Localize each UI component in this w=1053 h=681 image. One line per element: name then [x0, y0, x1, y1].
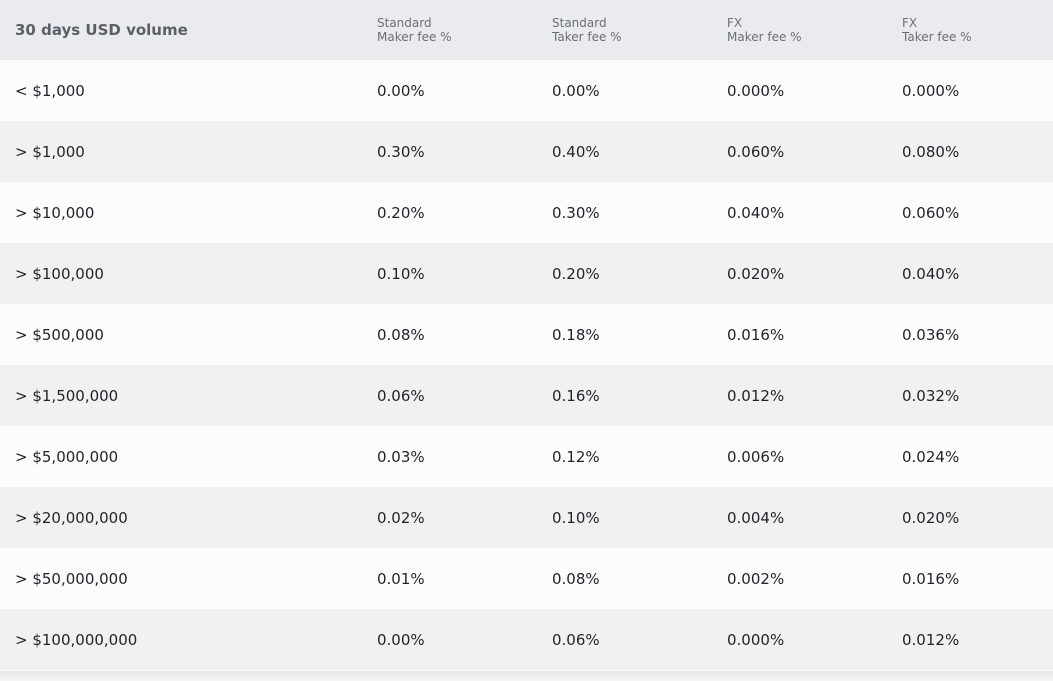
header-volume-label: 30 days USD volume: [15, 21, 188, 39]
standard-taker-cell: 0.10%: [552, 508, 600, 527]
table-row: > $100,000 0.10% 0.20% 0.020% 0.040%: [0, 243, 1053, 304]
standard-maker-cell: 0.10%: [377, 264, 425, 283]
fx-taker-cell: 0.040%: [902, 264, 960, 283]
table-row: > $10,000 0.20% 0.30% 0.040% 0.060%: [0, 182, 1053, 243]
header-standard-maker: Standard Maker fee %: [377, 0, 452, 60]
fx-maker-cell: 0.020%: [727, 264, 785, 283]
header-fx-taker-line2: Taker fee %: [902, 30, 972, 44]
standard-taker-cell: 0.08%: [552, 569, 600, 588]
fx-taker-cell: 0.012%: [902, 630, 960, 649]
standard-maker-cell: 0.03%: [377, 447, 425, 466]
table-footer-strip: [0, 671, 1053, 681]
header-volume: 30 days USD volume: [15, 0, 188, 60]
header-fx-taker: FX Taker fee %: [902, 0, 972, 60]
fx-taker-cell: 0.000%: [902, 81, 960, 100]
fx-maker-cell: 0.060%: [727, 142, 785, 161]
fx-maker-cell: 0.006%: [727, 447, 785, 466]
fx-maker-cell: 0.040%: [727, 203, 785, 222]
volume-cell: > $1,500,000: [15, 386, 119, 405]
volume-cell: > $50,000,000: [15, 569, 128, 588]
standard-taker-cell: 0.40%: [552, 142, 600, 161]
table-row: > $500,000 0.08% 0.18% 0.016% 0.036%: [0, 304, 1053, 365]
standard-taker-cell: 0.20%: [552, 264, 600, 283]
volume-cell: > $5,000,000: [15, 447, 119, 466]
standard-maker-cell: 0.02%: [377, 508, 425, 527]
header-fx-taker-line1: FX: [902, 16, 918, 30]
table-row: > $50,000,000 0.01% 0.08% 0.002% 0.016%: [0, 548, 1053, 609]
fx-maker-cell: 0.000%: [727, 630, 785, 649]
table-row: > $1,000 0.30% 0.40% 0.060% 0.080%: [0, 121, 1053, 182]
standard-maker-cell: 0.06%: [377, 386, 425, 405]
standard-maker-cell: 0.08%: [377, 325, 425, 344]
fx-maker-cell: 0.004%: [727, 508, 785, 527]
volume-cell: > $500,000: [15, 325, 104, 344]
fx-maker-cell: 0.000%: [727, 81, 785, 100]
fx-maker-cell: 0.016%: [727, 325, 785, 344]
standard-maker-cell: 0.00%: [377, 630, 425, 649]
header-fx-maker: FX Maker fee %: [727, 0, 802, 60]
standard-taker-cell: 0.00%: [552, 81, 600, 100]
volume-cell: > $20,000,000: [15, 508, 128, 527]
fx-maker-cell: 0.012%: [727, 386, 785, 405]
fx-taker-cell: 0.060%: [902, 203, 960, 222]
header-standard-taker: Standard Taker fee %: [552, 0, 622, 60]
fx-taker-cell: 0.032%: [902, 386, 960, 405]
standard-taker-cell: 0.06%: [552, 630, 600, 649]
standard-maker-cell: 0.30%: [377, 142, 425, 161]
table-row: > $20,000,000 0.02% 0.10% 0.004% 0.020%: [0, 487, 1053, 548]
standard-maker-cell: 0.20%: [377, 203, 425, 222]
table-row: > $5,000,000 0.03% 0.12% 0.006% 0.024%: [0, 426, 1053, 487]
fx-taker-cell: 0.080%: [902, 142, 960, 161]
table-header: 30 days USD volume Standard Maker fee % …: [0, 0, 1053, 60]
standard-taker-cell: 0.16%: [552, 386, 600, 405]
table-row: > $100,000,000 0.00% 0.06% 0.000% 0.012%: [0, 609, 1053, 670]
standard-taker-cell: 0.12%: [552, 447, 600, 466]
standard-taker-cell: 0.18%: [552, 325, 600, 344]
standard-taker-cell: 0.30%: [552, 203, 600, 222]
fx-taker-cell: 0.024%: [902, 447, 960, 466]
volume-cell: > $1,000: [15, 142, 85, 161]
fx-taker-cell: 0.020%: [902, 508, 960, 527]
table-body: < $1,000 0.00% 0.00% 0.000% 0.000% > $1,…: [0, 60, 1053, 670]
header-standard-taker-line1: Standard: [552, 16, 607, 30]
header-standard-maker-line1: Standard: [377, 16, 432, 30]
volume-cell: > $100,000,000: [15, 630, 138, 649]
volume-cell: > $10,000: [15, 203, 95, 222]
standard-maker-cell: 0.01%: [377, 569, 425, 588]
fx-maker-cell: 0.002%: [727, 569, 785, 588]
fx-taker-cell: 0.016%: [902, 569, 960, 588]
standard-maker-cell: 0.00%: [377, 81, 425, 100]
table-row: > $1,500,000 0.06% 0.16% 0.012% 0.032%: [0, 365, 1053, 426]
table-row: < $1,000 0.00% 0.00% 0.000% 0.000%: [0, 60, 1053, 121]
header-standard-maker-line2: Maker fee %: [377, 30, 452, 44]
header-fx-maker-line1: FX: [727, 16, 743, 30]
volume-cell: > $100,000: [15, 264, 104, 283]
volume-cell: < $1,000: [15, 81, 85, 100]
fx-taker-cell: 0.036%: [902, 325, 960, 344]
header-standard-taker-line2: Taker fee %: [552, 30, 622, 44]
header-fx-maker-line2: Maker fee %: [727, 30, 802, 44]
